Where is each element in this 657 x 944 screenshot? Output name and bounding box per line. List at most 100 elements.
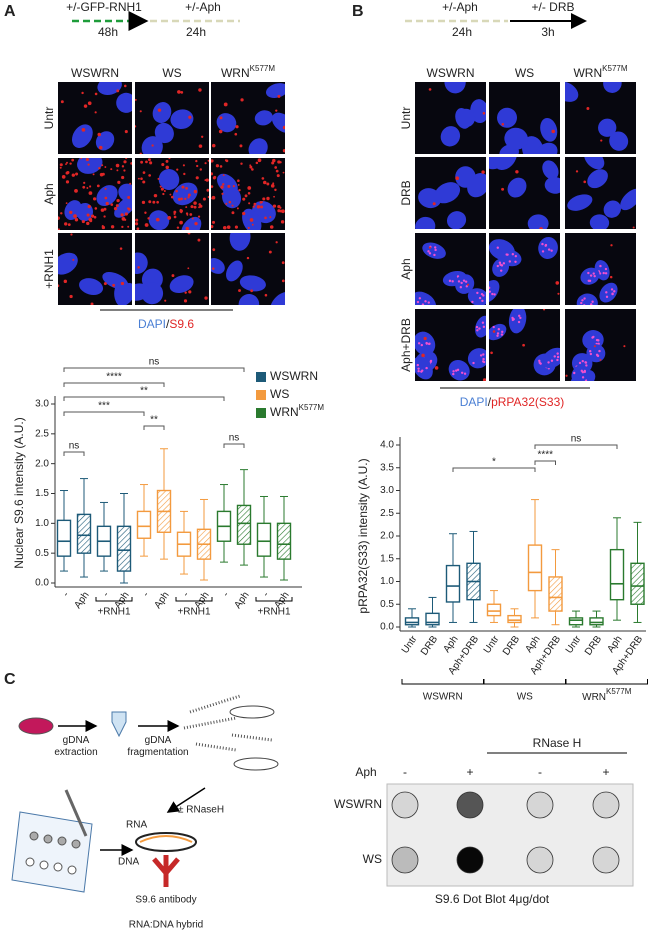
signal: [85, 158, 89, 162]
signal: [176, 226, 180, 229]
signal: [423, 336, 427, 341]
dot: [391, 791, 419, 819]
box: [507, 614, 522, 624]
foci: [421, 369, 424, 372]
column-label-base: WRN: [573, 66, 602, 80]
signal: [110, 203, 114, 206]
workflow-diagram: [11, 694, 279, 893]
signal: [182, 164, 185, 167]
signal: [238, 289, 241, 292]
signal: [204, 296, 208, 300]
significance-bracket: [63, 396, 225, 401]
foci: [584, 383, 586, 385]
signal: [127, 207, 131, 211]
signal: [211, 159, 214, 163]
foci: [573, 371, 576, 375]
signal: [575, 170, 579, 173]
nucleus: [457, 108, 476, 128]
signal: [162, 192, 165, 196]
signal: [599, 359, 602, 361]
signal: [225, 159, 229, 163]
signal: [263, 180, 267, 185]
y-tick-label: 1.5: [35, 488, 49, 499]
x-tick-label: DRB: [583, 634, 604, 658]
nucleus: [238, 293, 260, 305]
nucleus: [538, 236, 558, 259]
signal: [282, 171, 285, 174]
signal: [72, 258, 75, 261]
signal: [140, 160, 144, 164]
foci: [416, 363, 419, 367]
foci: [419, 307, 421, 309]
signal: [195, 159, 198, 163]
dna-fragments: [183, 694, 273, 752]
foci: [486, 322, 488, 324]
signal: [256, 205, 261, 209]
signal: [123, 169, 126, 172]
foci: [497, 328, 501, 331]
signal: [142, 180, 146, 184]
hybrid-fragment: [233, 757, 279, 771]
signal: [88, 191, 93, 195]
foci: [553, 355, 556, 358]
column-label: WS: [515, 66, 534, 80]
foci: [496, 264, 499, 268]
signal: [240, 98, 244, 102]
y-axis-label: pRPA32(S33) intensity (A.U.): [356, 458, 370, 613]
x-tick-label: DRB: [501, 634, 522, 658]
signal: [144, 223, 149, 227]
legend-label: WRNK577M: [270, 403, 324, 419]
foci: [583, 304, 586, 305]
signal: [207, 159, 209, 162]
group-bracket: [255, 597, 293, 602]
foci: [481, 360, 485, 363]
signal: [187, 233, 191, 235]
foci: [517, 320, 521, 324]
foci: [550, 359, 554, 362]
signal: [586, 107, 590, 110]
signal: [204, 162, 207, 165]
foci: [416, 300, 420, 304]
dot-blot: [386, 752, 634, 887]
signal: [110, 225, 115, 229]
signal: [211, 185, 214, 188]
micrograph: [565, 157, 636, 229]
blot-membrane: [386, 783, 634, 887]
foci: [434, 248, 437, 252]
signal: [104, 166, 107, 168]
x-tick-label: -: [261, 590, 272, 599]
signal: [501, 122, 505, 126]
x-tick-label: Aph: [152, 590, 171, 611]
x-tick-label: Aph: [523, 634, 542, 655]
nucleus: [455, 274, 475, 294]
y-tick-label: 2.0: [35, 458, 49, 469]
signal: [70, 233, 73, 236]
signal: [110, 168, 113, 171]
nucleus: [587, 169, 608, 189]
y-tick-label: 3.0: [380, 485, 394, 496]
foci: [417, 367, 420, 370]
signal: [163, 189, 166, 192]
diagram-label: RNA: [126, 820, 147, 831]
group-bracket: [401, 679, 484, 685]
signal: [173, 215, 177, 219]
y-tick-label: 3.0: [35, 399, 49, 410]
foci: [512, 318, 515, 321]
foci: [578, 361, 582, 365]
dot: [526, 846, 554, 874]
x-tick-label: -: [141, 590, 152, 599]
micrograph: [135, 82, 209, 154]
signal: [63, 279, 68, 284]
signal: [117, 180, 121, 184]
box: [256, 522, 272, 557]
signal: [249, 218, 254, 222]
signal: [81, 91, 84, 95]
micrograph: [415, 309, 488, 381]
micrograph: [489, 309, 560, 381]
nucleus: [64, 200, 82, 220]
foci: [511, 252, 515, 256]
signal: [199, 168, 203, 171]
nucleus: [265, 83, 285, 98]
signal: [180, 197, 183, 201]
signal: [87, 101, 92, 106]
